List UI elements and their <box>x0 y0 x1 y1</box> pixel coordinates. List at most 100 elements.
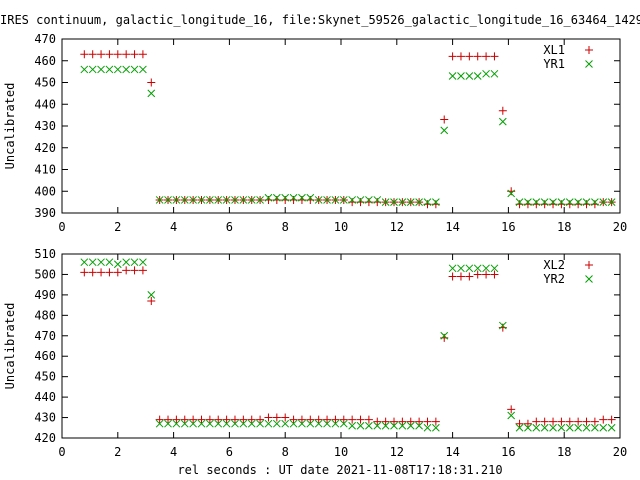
data-point-XL2-45 <box>456 272 465 281</box>
y-tick-label-1-1: 400 <box>34 184 56 198</box>
x-tick-label-1-1: 2 <box>114 220 121 234</box>
data-point-YR2-41 <box>423 423 432 432</box>
data-point-XL2-50 <box>498 323 507 332</box>
data-point-XL1-4 <box>113 50 122 59</box>
data-point-XL1-8 <box>147 78 156 87</box>
data-point-YR1-54 <box>532 198 541 206</box>
data-point-XL2-57 <box>557 417 566 426</box>
x-tick-label-2-7: 14 <box>445 445 459 459</box>
data-point-YR2-53 <box>524 423 532 432</box>
data-point-YR1-20 <box>247 196 256 204</box>
data-point-XL2-39 <box>406 417 415 426</box>
data-point-YR2-62 <box>599 423 608 432</box>
data-point-YR1-18 <box>231 196 239 204</box>
data-point-XL2-8 <box>147 297 156 306</box>
data-point-YR1-10 <box>164 196 172 204</box>
data-point-XL2-61 <box>590 417 599 426</box>
data-point-XL2-21 <box>256 415 265 424</box>
x-tick-label-2-0: 0 <box>58 445 65 459</box>
data-point-YR1-39 <box>406 198 415 206</box>
data-point-XL2-26 <box>297 415 306 424</box>
data-point-YR1-43 <box>440 126 449 135</box>
data-point-XL2-17 <box>222 415 231 424</box>
data-point-YR2-60 <box>582 423 591 432</box>
data-point-YR2-63 <box>607 423 616 432</box>
data-point-XL1-48 <box>482 52 491 61</box>
x-tick-label-2-6: 12 <box>390 445 404 459</box>
data-point-XL1-7 <box>138 50 147 59</box>
data-point-YR1-50 <box>498 117 507 126</box>
data-point-XL2-43 <box>440 333 449 342</box>
data-point-XL2-38 <box>398 417 407 426</box>
x-tick-label-1-2: 4 <box>170 220 177 234</box>
x-axis-label: rel seconds : UT date 2021-11-08T17:18:3… <box>177 463 502 477</box>
data-point-YR1-28 <box>314 196 323 204</box>
data-point-YR2-23 <box>272 419 281 428</box>
data-point-YR2-1 <box>88 258 97 267</box>
x-tick-label-2-8: 16 <box>501 445 515 459</box>
data-point-YR1-4 <box>113 65 122 74</box>
data-point-XL2-22 <box>264 413 273 422</box>
data-point-YR2-8 <box>147 291 156 299</box>
data-point-YR1-56 <box>549 198 557 206</box>
y-tick-label-1-8: 470 <box>34 32 56 46</box>
x-tick-label-2-1: 2 <box>114 445 121 459</box>
legend-marker-YR2 <box>585 275 593 283</box>
data-point-XL2-7 <box>138 266 147 275</box>
data-point-XL1-5 <box>122 50 131 59</box>
data-point-XL2-40 <box>415 417 424 426</box>
data-point-YR1-17 <box>222 196 231 204</box>
data-point-YR2-28 <box>314 419 323 428</box>
data-point-YR2-17 <box>222 419 231 428</box>
data-point-XL1-2 <box>97 50 106 59</box>
data-point-YR1-32 <box>348 196 357 204</box>
data-point-YR2-27 <box>306 419 315 428</box>
data-point-YR2-43 <box>440 331 449 340</box>
data-point-YR1-47 <box>473 72 482 80</box>
data-point-YR2-10 <box>164 419 172 428</box>
data-point-YR2-39 <box>406 421 415 430</box>
data-point-YR1-35 <box>373 196 382 204</box>
y-tick-label-1-2: 410 <box>34 163 56 177</box>
data-point-XL1-6 <box>130 50 139 59</box>
data-point-YR2-61 <box>591 423 599 432</box>
data-point-YR1-34 <box>365 196 373 204</box>
data-point-YR2-20 <box>247 419 256 428</box>
data-point-YR2-35 <box>373 421 382 430</box>
data-point-XL2-44 <box>448 272 457 281</box>
data-point-XL2-48 <box>482 270 491 279</box>
data-point-XL1-47 <box>473 52 482 61</box>
data-point-YR1-16 <box>214 196 223 204</box>
data-point-XL2-59 <box>574 417 583 426</box>
data-point-YR2-42 <box>432 423 440 432</box>
data-point-XL2-3 <box>105 268 114 277</box>
data-point-XL2-1 <box>88 268 97 277</box>
data-point-YR1-9 <box>155 196 164 204</box>
data-point-YR1-13 <box>189 196 197 204</box>
data-point-YR1-63 <box>607 198 616 206</box>
x-tick-label-1-9: 18 <box>557 220 571 234</box>
data-point-YR2-18 <box>231 419 239 428</box>
data-point-YR1-25 <box>289 193 298 202</box>
data-point-YR2-29 <box>323 419 331 428</box>
data-point-XL1-1 <box>88 50 97 59</box>
x-tick-label-1-7: 14 <box>445 220 459 234</box>
data-point-YR2-5 <box>122 258 131 267</box>
data-point-YR2-12 <box>180 419 189 428</box>
legend-label-XL2: XL2 <box>543 258 565 272</box>
data-point-YR2-33 <box>356 421 365 430</box>
plot-frame-1 <box>61 38 621 214</box>
y-tick-label-1-5: 440 <box>34 97 56 111</box>
data-point-YR2-26 <box>298 419 306 428</box>
data-point-XL2-29 <box>323 415 332 424</box>
data-point-YR1-52 <box>515 198 524 206</box>
data-point-XL2-31 <box>339 415 348 424</box>
data-point-YR2-3 <box>105 258 114 267</box>
data-point-YR2-14 <box>197 419 206 428</box>
data-point-YR1-6 <box>130 65 139 74</box>
data-point-YR2-38 <box>398 421 407 430</box>
data-point-YR1-58 <box>565 198 574 206</box>
data-point-YR1-62 <box>599 198 608 206</box>
data-point-XL2-62 <box>599 415 608 424</box>
